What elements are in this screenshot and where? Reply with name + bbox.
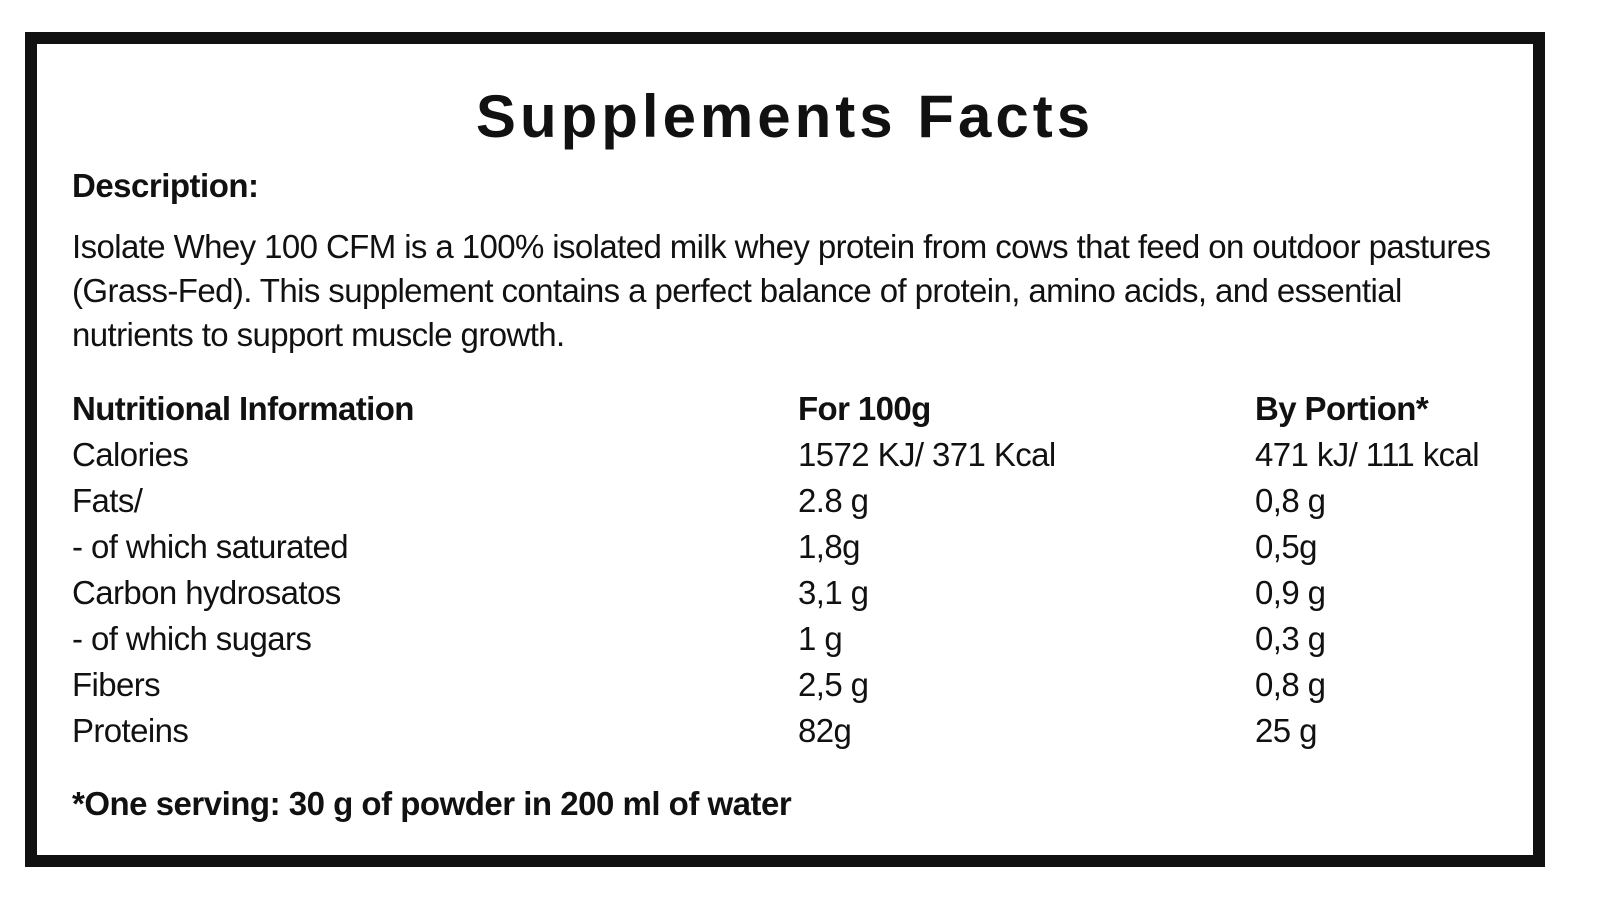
row-value-portion: 0,3 g: [1255, 620, 1326, 657]
table-row: Proteins 82g 25 g: [72, 708, 1512, 754]
nutrition-table: Nutritional Information For 100g By Port…: [72, 386, 1512, 754]
table-row: Carbon hydrosatos 3,1 g 0,9 g: [72, 570, 1512, 616]
table-header-row: Nutritional Information For 100g By Port…: [72, 386, 1512, 432]
row-value-portion: 471 kJ/ 111 kcal: [1255, 436, 1480, 473]
row-value-portion: 0,9 g: [1255, 574, 1326, 611]
description-heading: Description:: [72, 167, 259, 204]
table-row: Calories 1572 KJ/ 371 Kcal 471 kJ/ 111 k…: [72, 432, 1512, 478]
row-value-100g: 2.8 g: [798, 482, 869, 519]
row-value-portion: 0,5g: [1255, 528, 1317, 565]
row-label: Proteins: [72, 712, 189, 749]
row-value-100g: 1,8g: [798, 528, 860, 565]
row-label: Fibers: [72, 666, 161, 703]
row-label: - of which saturated: [72, 528, 349, 565]
supplements-facts-panel: Supplements Facts Description: Isolate W…: [25, 32, 1545, 867]
row-label: - of which sugars: [72, 620, 312, 657]
row-label: Carbon hydrosatos: [72, 574, 341, 611]
row-value-100g: 1 g: [798, 620, 843, 657]
row-value-portion: 0,8 g: [1255, 666, 1326, 703]
row-value-portion: 0,8 g: [1255, 482, 1326, 519]
row-label: Calories: [72, 436, 189, 473]
serving-footnote: *One serving: 30 g of powder in 200 ml o…: [72, 785, 792, 822]
page-title: Supplements Facts: [475, 83, 1095, 150]
header-nutritional-information: Nutritional Information: [72, 390, 414, 427]
row-value-100g: 1572 KJ/ 371 Kcal: [798, 436, 1056, 473]
header-for-100g: For 100g: [798, 390, 931, 427]
row-value-100g: 3,1 g: [798, 574, 869, 611]
description-text: Isolate Whey 100 CFM is a 100% isolated …: [72, 228, 1491, 353]
row-value-100g: 2,5 g: [798, 666, 869, 703]
table-row: - of which sugars 1 g 0,3 g: [72, 616, 1512, 662]
row-value-100g: 82g: [798, 712, 852, 749]
table-row: Fats/ 2.8 g 0,8 g: [72, 478, 1512, 524]
row-value-portion: 25 g: [1255, 712, 1317, 749]
row-label: Fats/: [72, 482, 143, 519]
table-row: - of which saturated 1,8g 0,5g: [72, 524, 1512, 570]
header-by-portion: By Portion*: [1255, 390, 1429, 427]
table-row: Fibers 2,5 g 0,8 g: [72, 662, 1512, 708]
